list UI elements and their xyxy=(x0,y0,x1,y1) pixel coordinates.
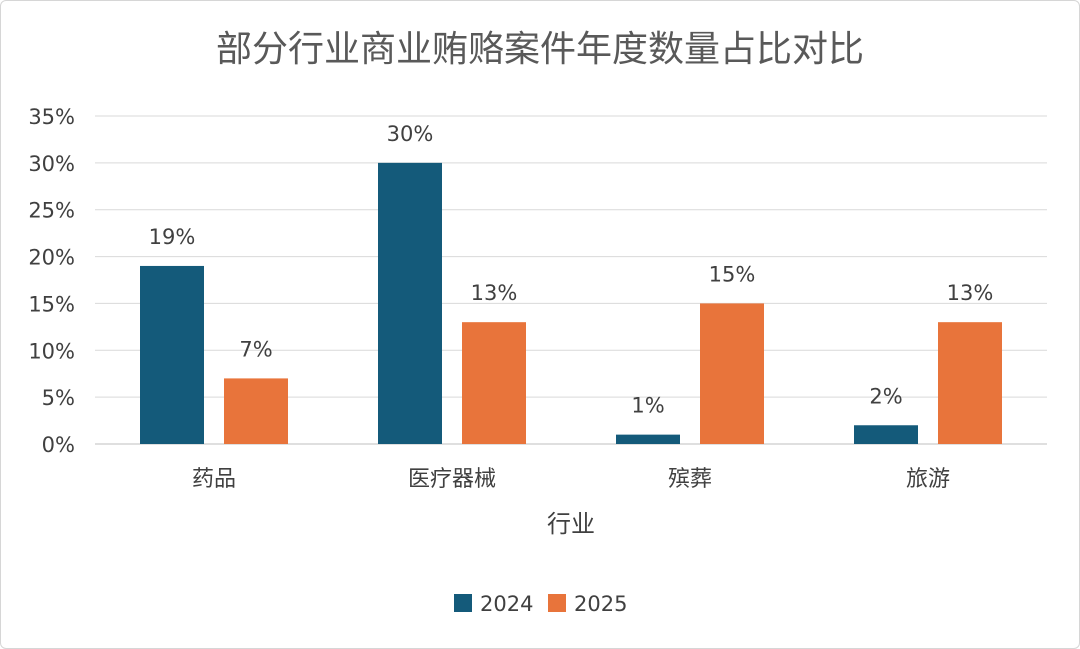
legend-swatch xyxy=(548,594,566,612)
legend-swatch xyxy=(454,594,472,612)
chart-title: 部分行业商业贿赂案件年度数量占比对比 xyxy=(216,29,864,70)
x-axis-categories: 药品 医疗器械 殡葬 旅游 xyxy=(192,467,950,492)
legend-label: 2025 xyxy=(574,592,627,616)
data-label: 2% xyxy=(869,384,902,408)
data-label: 13% xyxy=(471,281,518,305)
data-label: 15% xyxy=(709,262,756,286)
y-tick-label: 35% xyxy=(28,105,75,129)
y-tick-label: 5% xyxy=(42,386,75,410)
x-axis-title: 行业 xyxy=(547,510,595,538)
data-label: 7% xyxy=(239,337,272,361)
data-label: 30% xyxy=(387,122,434,146)
data-label: 1% xyxy=(631,394,664,418)
x-tick-label: 药品 xyxy=(192,467,236,492)
data-labels: 19% 7% 30% 13% 1% 15% 2% 13% xyxy=(149,122,994,418)
data-label: 13% xyxy=(947,281,994,305)
x-tick-label: 医疗器械 xyxy=(408,467,496,492)
x-tick-label: 旅游 xyxy=(906,467,950,492)
y-tick-label: 20% xyxy=(28,246,75,270)
bar-2025 xyxy=(224,378,288,444)
y-tick-label: 0% xyxy=(42,433,75,457)
bar-2025 xyxy=(462,322,526,444)
y-tick-label: 25% xyxy=(28,199,75,223)
bar-2024 xyxy=(378,162,442,444)
y-axis-ticks: 0% 5% 10% 15% 20% 25% 30% 35% xyxy=(28,105,75,457)
bar-2024 xyxy=(616,434,680,444)
x-tick-label: 殡葬 xyxy=(668,467,712,492)
bars xyxy=(140,162,1002,444)
y-tick-label: 30% xyxy=(28,152,75,176)
y-tick-label: 15% xyxy=(28,292,75,316)
bar-2024 xyxy=(140,265,204,444)
legend-label: 2024 xyxy=(480,592,533,616)
data-label: 19% xyxy=(149,225,196,249)
bar-2025 xyxy=(938,322,1002,444)
legend: 2024 2025 xyxy=(454,592,627,616)
bar-2025 xyxy=(700,303,764,444)
y-tick-label: 10% xyxy=(28,339,75,363)
bar-2024 xyxy=(854,425,918,444)
